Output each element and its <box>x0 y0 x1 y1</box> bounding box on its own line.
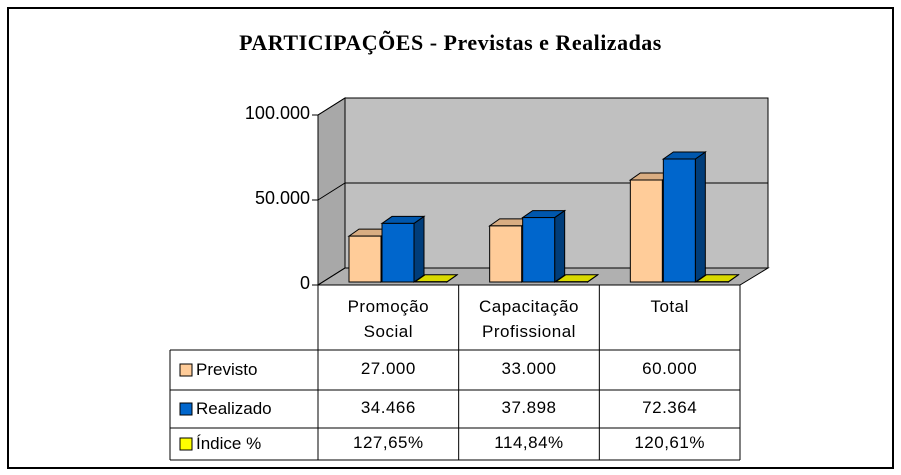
data-label: 127,65% <box>353 433 424 452</box>
legend-label: Realizado <box>196 399 272 418</box>
grid-line <box>317 97 768 116</box>
grid-line <box>317 182 768 201</box>
data-label: 114,84% <box>494 433 564 452</box>
data-label: 37.898 <box>501 398 557 417</box>
legend-label: Previsto <box>196 360 258 379</box>
bar-side <box>694 151 706 283</box>
data-label: 34.466 <box>360 398 416 417</box>
bar-side <box>554 209 566 283</box>
y-tick-label: 0 <box>299 273 310 293</box>
data-label: 60.000 <box>642 359 698 378</box>
bar <box>489 225 523 283</box>
data-label: 120,61% <box>634 433 705 452</box>
bar-side <box>413 215 425 283</box>
bar <box>629 179 663 283</box>
legend-key <box>179 363 193 377</box>
grid-line <box>317 267 768 286</box>
legend-key <box>179 437 193 451</box>
chart-title: PARTICIPAÇÕES - Previstas e Realizadas <box>239 30 662 55</box>
bar <box>348 235 382 283</box>
legend-label: Índice % <box>196 434 262 453</box>
legend-key <box>179 402 193 416</box>
data-label: 27.000 <box>360 359 416 378</box>
bar <box>522 217 556 283</box>
bar <box>662 158 696 283</box>
x-tick-label: Capacitação Profissional <box>478 297 579 341</box>
x-tick-label: Total <box>650 297 689 316</box>
data-label: 72.364 <box>642 398 698 417</box>
y-tick-label: 100.000 <box>244 103 310 123</box>
x-tick-label: Promoção Social <box>347 297 430 341</box>
data-label: 33.000 <box>501 359 557 378</box>
bar <box>381 222 415 283</box>
y-tick-label: 50.000 <box>254 188 310 208</box>
frame <box>7 7 894 469</box>
